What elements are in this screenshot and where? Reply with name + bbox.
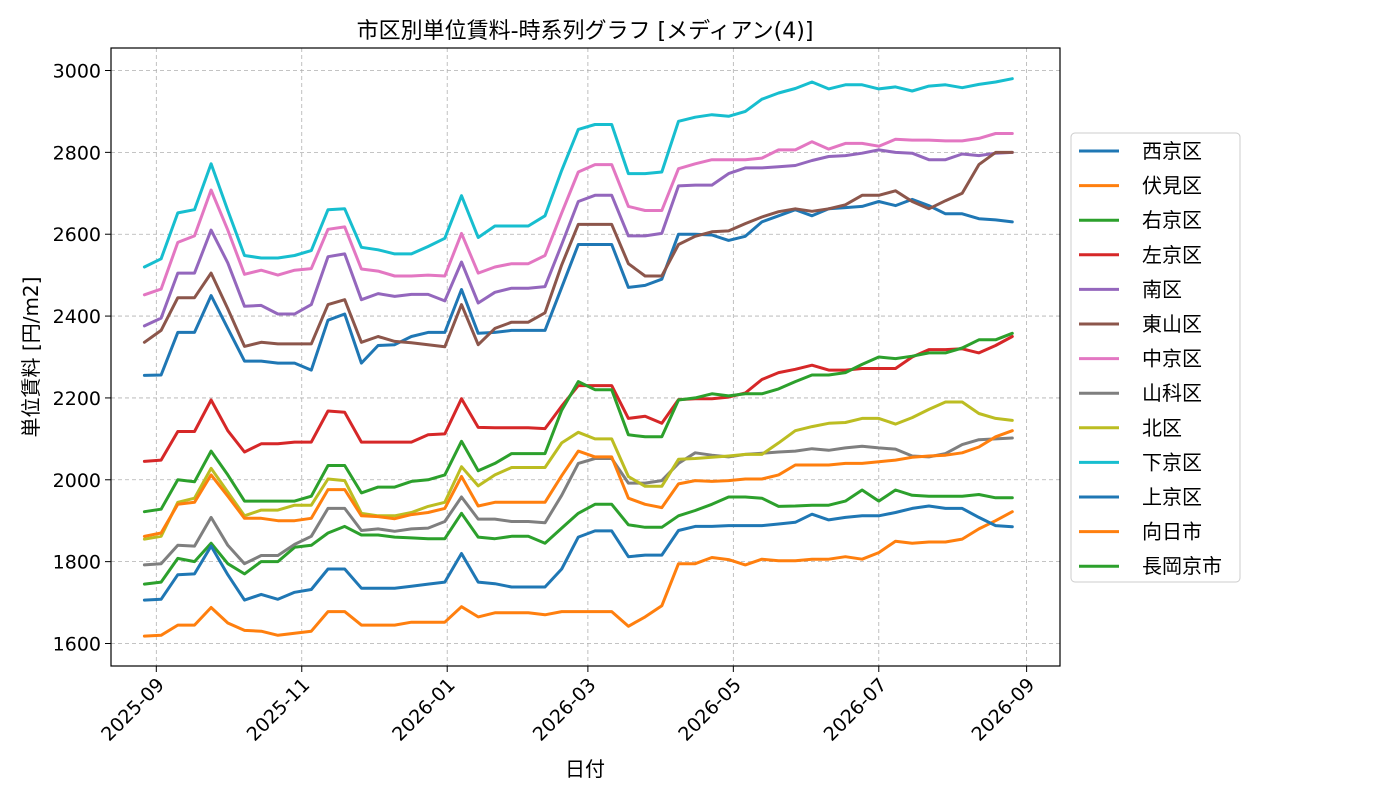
legend-label: 右京区 — [1142, 208, 1202, 232]
x-axis: 2025-09 2025-11 2026-01 2026-03 2026-05 2026-… — [97, 666, 1039, 746]
y-tick-label: 2600 — [53, 224, 101, 246]
x-tick-label: 2026-01 — [388, 674, 460, 746]
y-tick-label: 1600 — [53, 633, 101, 655]
chart-title: 市区別単位賃料-時系列グラフ [メディアン(4)] — [357, 19, 814, 44]
y-axis-label: 単位賃料 [円/m2] — [19, 277, 43, 438]
series-line-9 — [142, 77, 1014, 269]
legend-label: 南区 — [1142, 277, 1182, 301]
series-line-10 — [142, 504, 1014, 602]
x-tick-label: 2026-05 — [674, 674, 746, 746]
y-tick-label: 2400 — [53, 306, 101, 328]
legend-label: 上京区 — [1142, 485, 1202, 509]
y-tick-label: 1800 — [53, 552, 101, 574]
y-tick-label: 2000 — [53, 470, 101, 492]
legend-label: 北区 — [1142, 416, 1182, 440]
legend-label: 左京区 — [1142, 243, 1202, 267]
series-line-3 — [142, 335, 1014, 463]
y-tick-label: 2800 — [53, 142, 101, 164]
x-tick-label: 2025-11 — [243, 674, 315, 746]
legend-label: 西京区 — [1142, 139, 1202, 163]
legend-box — [1070, 132, 1241, 583]
series-line-7 — [142, 436, 1014, 567]
y-tick-label: 3000 — [53, 61, 101, 83]
legend-label: 東山区 — [1142, 312, 1202, 336]
legend-label: 向日市 — [1142, 520, 1202, 544]
legend-label: 中京区 — [1142, 347, 1202, 371]
x-tick-label: 2026-03 — [529, 674, 601, 746]
series-line-12 — [142, 331, 1014, 514]
series-line-1 — [142, 510, 1014, 638]
legend-label: 長岡京市 — [1142, 554, 1222, 578]
series-line-8 — [142, 400, 1014, 541]
gridlines — [111, 48, 1060, 666]
series-line-11 — [142, 429, 1014, 538]
series-line-4 — [142, 148, 1014, 328]
series-line-6 — [142, 132, 1014, 297]
legend-label: 下京区 — [1142, 450, 1202, 474]
plot-area — [142, 77, 1014, 638]
series-line-5 — [142, 150, 1014, 349]
legend-label: 伏見区 — [1142, 174, 1202, 198]
axes-frame — [110, 47, 1061, 667]
y-tick-label: 2200 — [53, 388, 101, 410]
x-tick-label: 2026-09 — [967, 674, 1039, 746]
x-tick-label: 2026-07 — [820, 674, 892, 746]
x-tick-label: 2025-09 — [97, 674, 169, 746]
series-line-0 — [142, 197, 1014, 377]
x-axis-label: 日付 — [565, 757, 605, 781]
y-axis: 1600 1800 2000 2200 2400 2600 2800 3000 — [53, 61, 111, 655]
legend-label: 山科区 — [1142, 381, 1202, 405]
series-line-2 — [142, 488, 1014, 586]
